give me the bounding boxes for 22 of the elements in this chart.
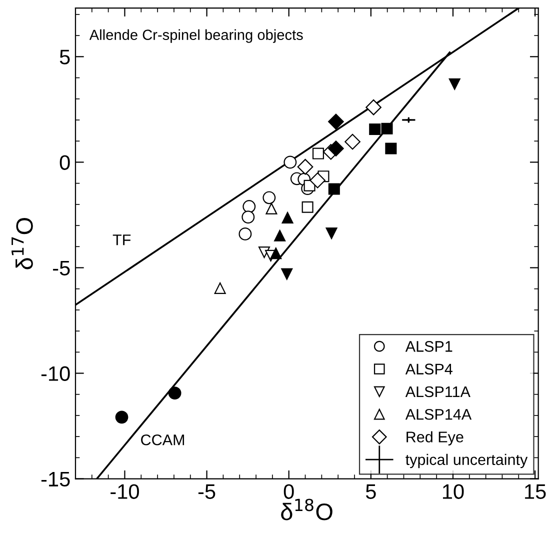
legend-label: ALSP11A: [405, 386, 470, 398]
legend-label: ALSP1: [405, 341, 452, 352]
y-tick-label: -15: [41, 472, 70, 487]
x-tick-label: 10: [442, 484, 464, 499]
legend-label: Red Eye: [406, 431, 464, 446]
y-axis-title: δ$^{17}$O: [12, 218, 33, 270]
x-tick-label: 15: [525, 484, 546, 499]
x-tick-label: 0: [284, 484, 294, 499]
legend-label: typical uncertainty: [406, 454, 528, 468]
x-tick-label: -5: [198, 484, 216, 499]
legend-label: ALSP4: [405, 364, 452, 374]
legend-label: ALSP14A: [405, 408, 472, 420]
y-tick-label: 0: [60, 155, 70, 170]
x-tick-label: 5: [366, 484, 376, 499]
y-tick-label: -10: [41, 366, 70, 382]
annotation: TF: [112, 234, 131, 246]
x-tick-label: -10: [110, 484, 139, 499]
x-axis-title: δ$^{18}$O: [281, 498, 332, 520]
y-tick-label: 5: [60, 50, 70, 64]
annotation: CCAM: [141, 434, 184, 446]
y-tick-label: -5: [53, 260, 70, 276]
annotation: Allende Cr-spinel bearing objects: [89, 29, 303, 43]
